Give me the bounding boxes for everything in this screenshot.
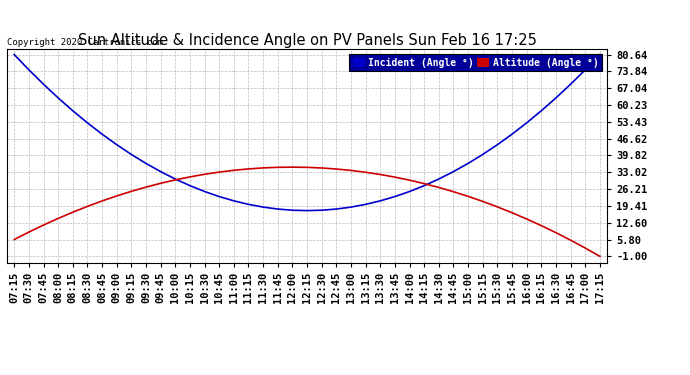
- Title: Sun Altitude & Incidence Angle on PV Panels Sun Feb 16 17:25: Sun Altitude & Incidence Angle on PV Pan…: [77, 33, 537, 48]
- Legend: Incident (Angle °), Altitude (Angle °): Incident (Angle °), Altitude (Angle °): [349, 54, 602, 71]
- Text: Copyright 2020 Cartronics.com: Copyright 2020 Cartronics.com: [7, 38, 163, 46]
